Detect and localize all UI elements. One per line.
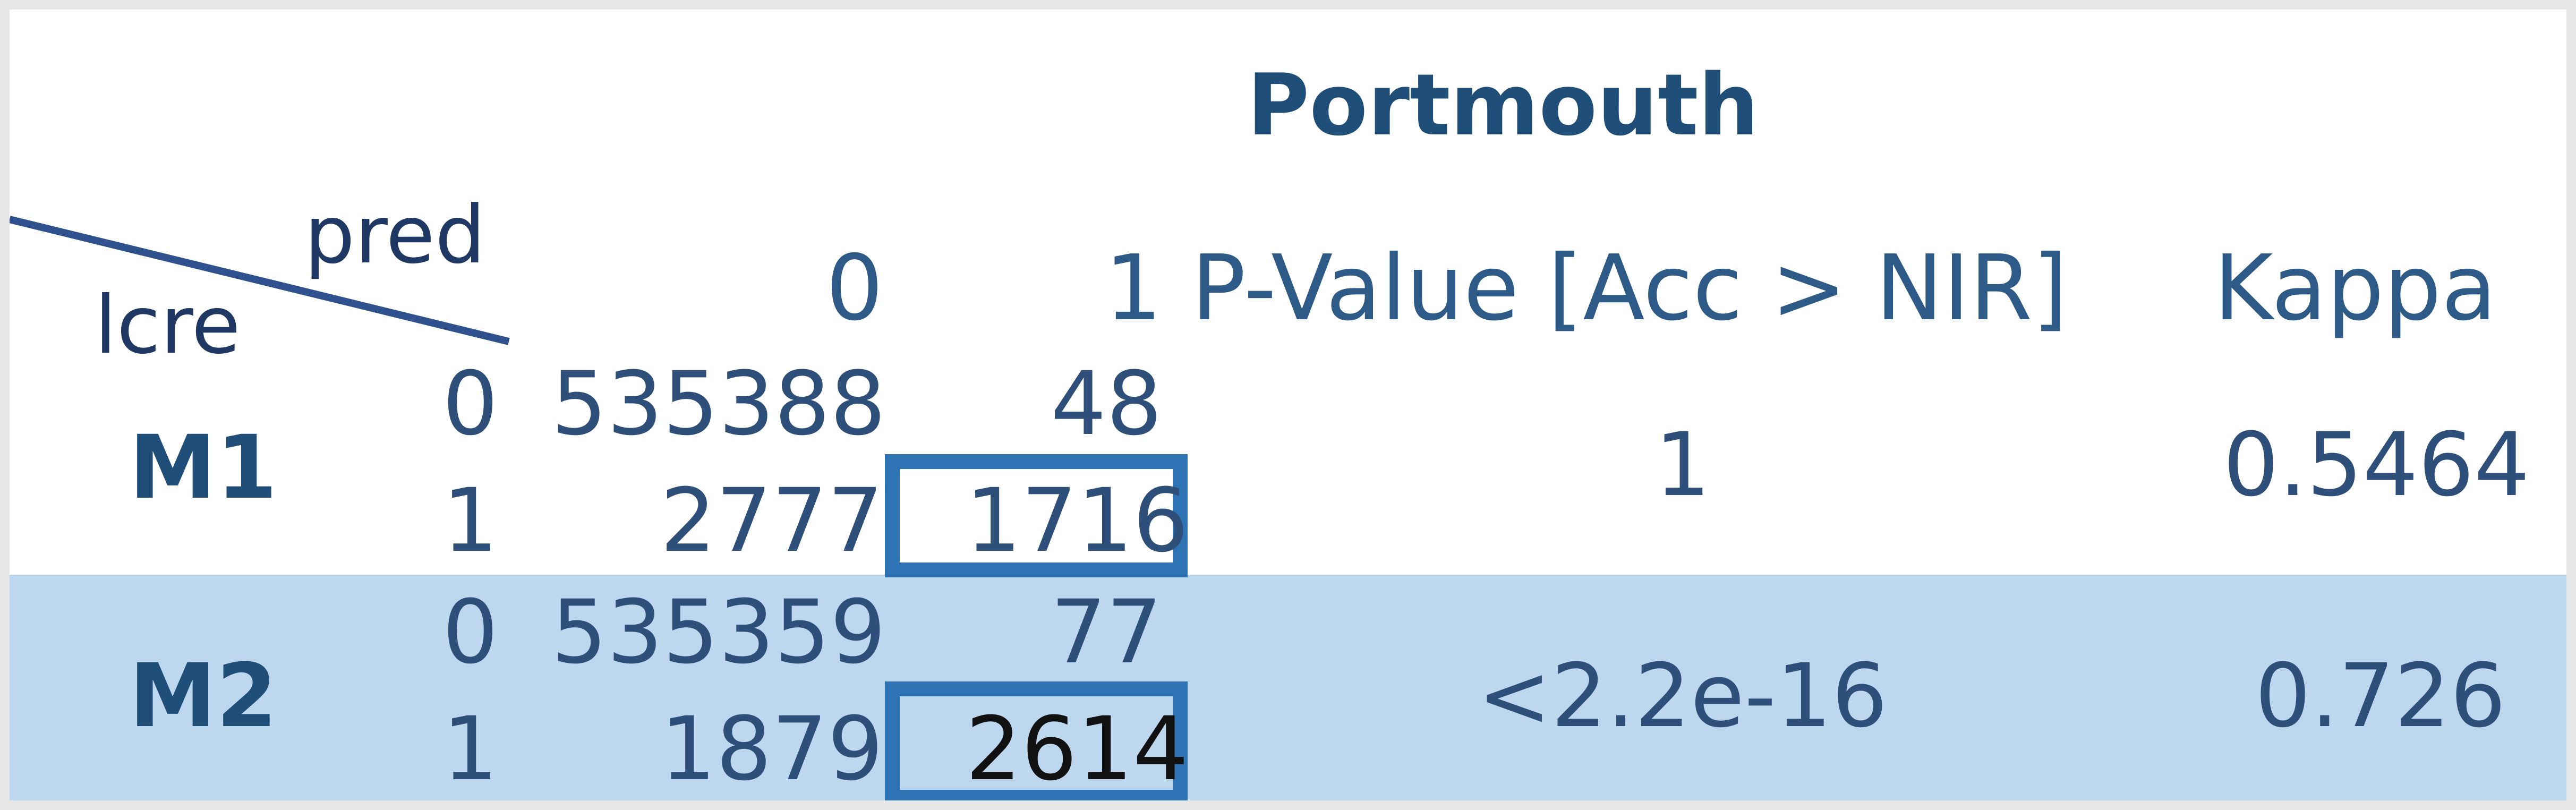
results-table: Portmouth pred lcre 0 1 P-Value [Acc > N…: [10, 10, 2566, 800]
m1-true-positive-highlight: [885, 454, 1188, 577]
model-label-m1: M1: [129, 416, 278, 518]
m1-kappa: 0.5464: [2223, 414, 2530, 516]
m2-row1-lcre: 1: [442, 698, 498, 800]
m2-row0-pred1: 77: [1051, 581, 1162, 683]
corner-pred-label: pred: [304, 189, 486, 282]
m2-row-band: [10, 575, 2566, 800]
m2-row1-pred1: 2614: [966, 698, 1189, 800]
corner-lcre-label: lcre: [95, 279, 241, 372]
header-pvalue: P-Value [Acc > NIR]: [1191, 236, 2068, 341]
m1-row1-lcre: 1: [442, 470, 498, 572]
m1-row0-pred0: 535388: [551, 353, 886, 455]
m1-pvalue: 1: [1654, 414, 1711, 516]
m2-pvalue: <2.2e-16: [1478, 645, 1888, 747]
header-pred-1: 1: [1104, 236, 1162, 341]
m2-row0-pred0: 535359: [551, 581, 886, 683]
header-kappa: Kappa: [2214, 236, 2497, 341]
table-title: Portmouth: [1247, 55, 1759, 155]
m1-row1-pred0: 2777: [660, 470, 883, 572]
m1-row1-pred1: 1716: [966, 470, 1189, 572]
m1-row0-lcre: 0: [442, 353, 498, 455]
m2-row1-pred0: 1879: [660, 698, 883, 800]
header-pred-0: 0: [825, 236, 883, 341]
m2-kappa: 0.726: [2255, 645, 2506, 747]
m1-row0-pred1: 48: [1051, 353, 1162, 455]
corner-diagonal-line: [10, 216, 510, 345]
m2-true-positive-highlight: [885, 681, 1188, 800]
model-label-m2: M2: [129, 645, 278, 747]
m2-row0-lcre: 0: [442, 581, 498, 683]
